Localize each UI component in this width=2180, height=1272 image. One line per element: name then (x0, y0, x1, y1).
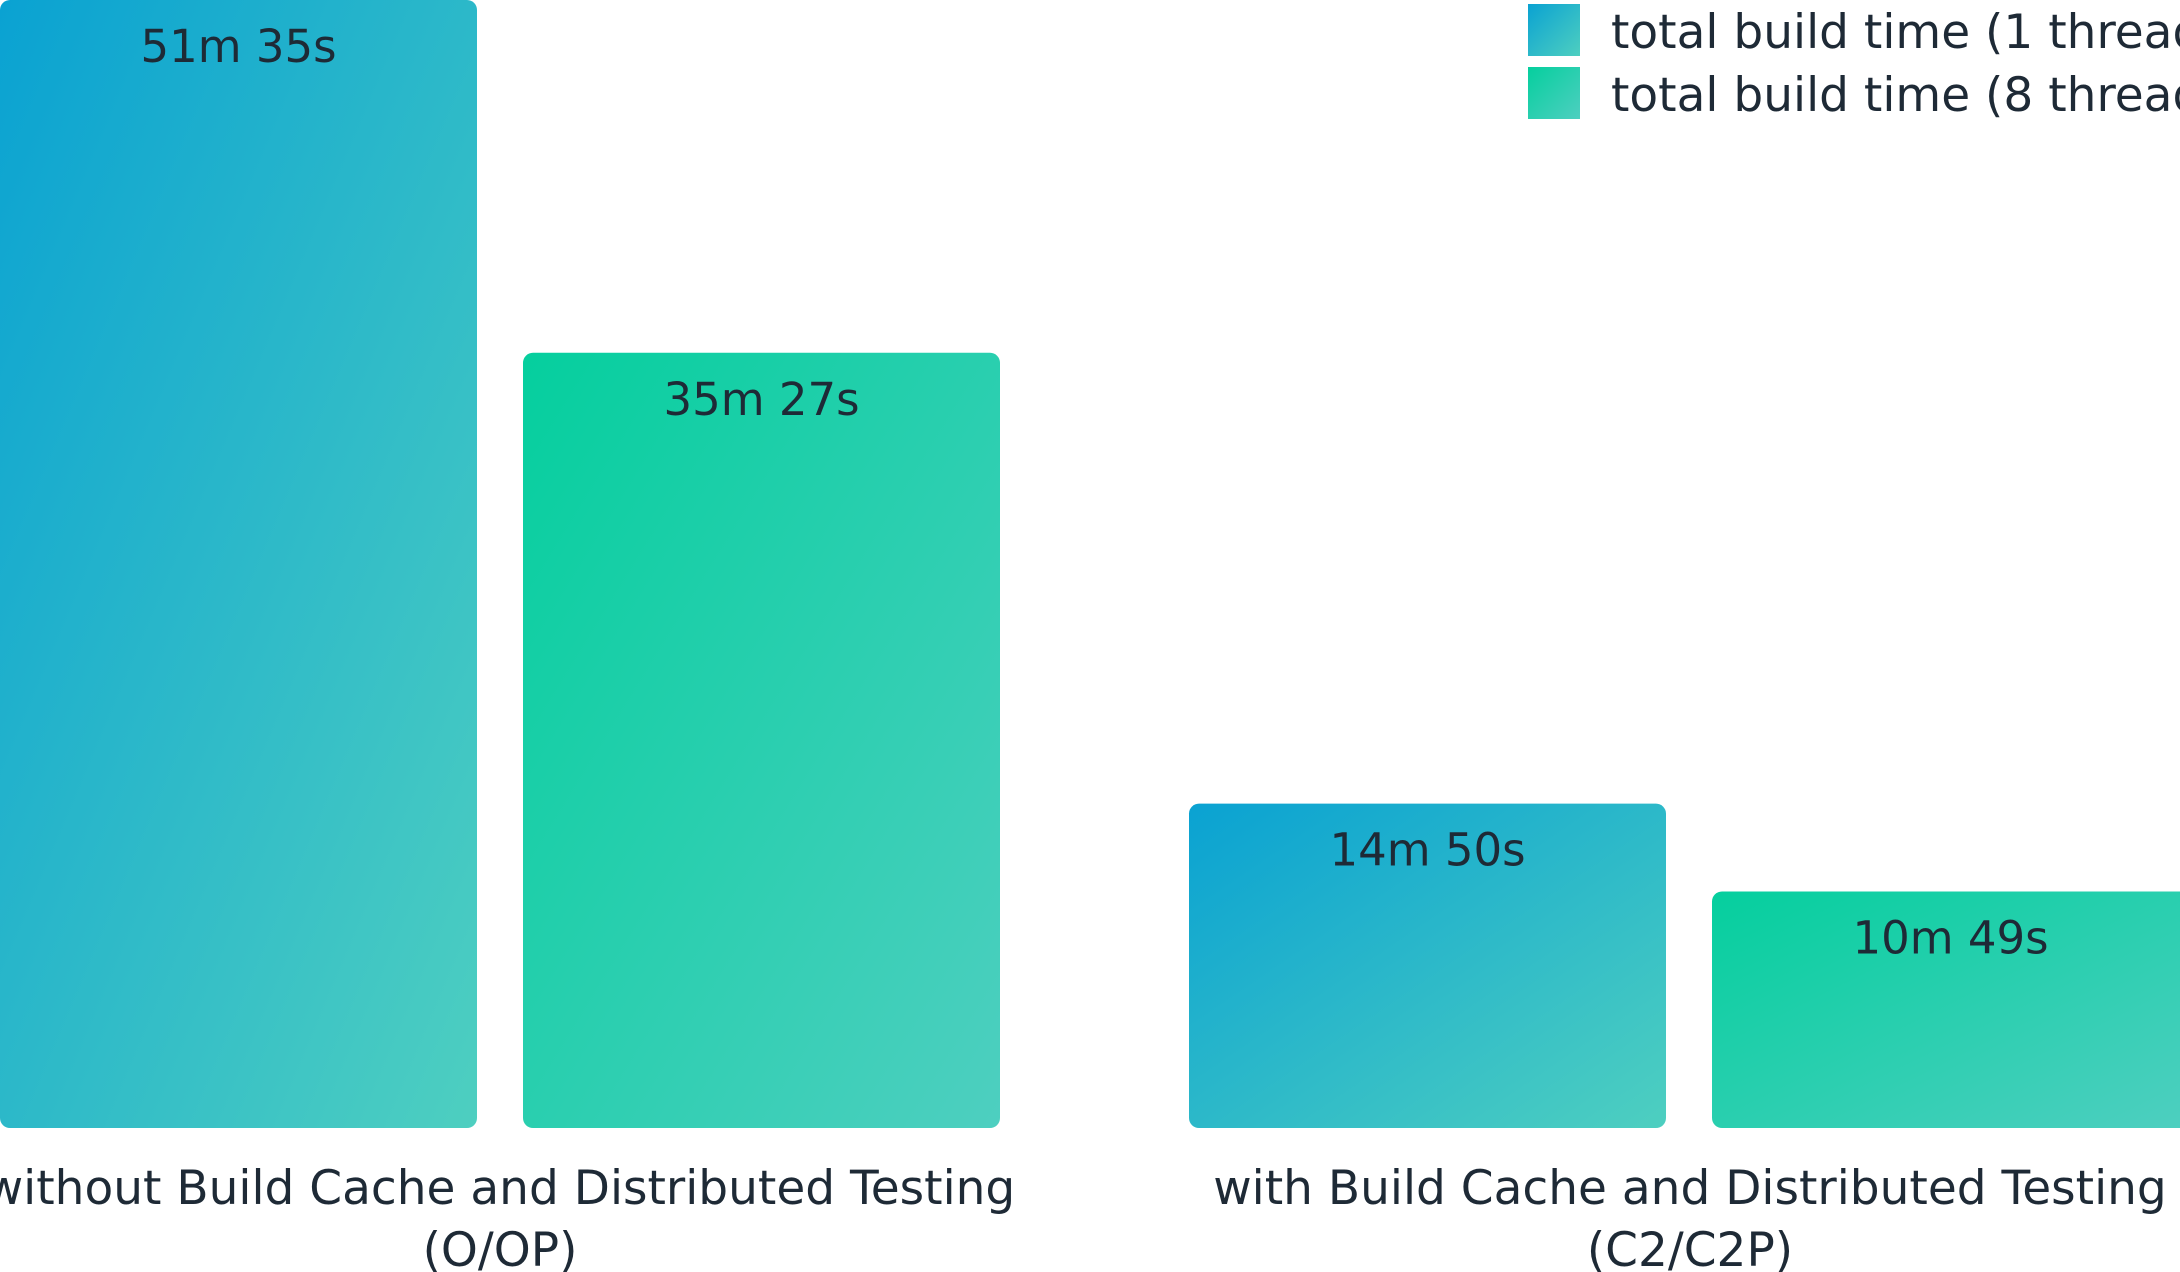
value-label-series0-cat1: 14m 50s (1329, 824, 1525, 877)
value-labels-group: 51m 35s 14m 50s 35m 27s 10m 49s (140, 20, 2048, 964)
value-label-series0-cat0: 51m 35s (140, 20, 336, 73)
legend: total build time (1 thread) total build t… (1528, 4, 2180, 123)
legend-swatch-series0 (1528, 4, 1580, 56)
legend-label-series1: total build time (8 threads) (1611, 68, 2180, 123)
bar-series1-cat0 (523, 352, 1000, 1128)
category-label-1-line0: with Build Cache and Distributed Testing (1213, 1161, 2167, 1216)
legend-swatch-series1 (1528, 67, 1580, 119)
bars-group (0, 0, 2180, 1128)
legend-label-series0: total build time (1 thread) (1611, 5, 2180, 60)
bar-series0-cat1 (1189, 803, 1666, 1128)
value-label-series1-cat0: 35m 27s (663, 373, 859, 426)
category-label-1-line1: (C2/C2P) (1587, 1223, 1793, 1272)
value-label-series1-cat1: 10m 49s (1852, 911, 2048, 964)
category-labels-group: without Build Cache and Distributed Test… (0, 1161, 2167, 1272)
bar-series1-cat1 (1712, 891, 2180, 1128)
category-label-0-line1: (O/OP) (423, 1223, 578, 1272)
bar-series0-cat0 (0, 0, 477, 1128)
category-label-0-line0: without Build Cache and Distributed Test… (0, 1161, 1015, 1216)
